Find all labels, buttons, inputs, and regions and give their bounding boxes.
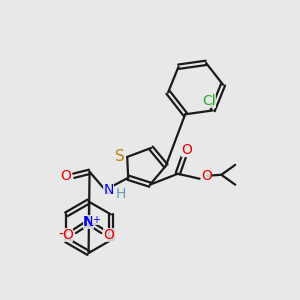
Text: +: + [92, 215, 101, 225]
Text: H: H [116, 187, 127, 201]
Text: O: O [201, 169, 212, 183]
Text: O: O [181, 143, 192, 157]
Text: O: O [103, 228, 114, 242]
Text: S: S [116, 149, 125, 164]
Text: O: O [60, 169, 71, 183]
Text: O: O [62, 228, 73, 242]
Text: N: N [103, 183, 114, 196]
Text: N: N [83, 215, 94, 229]
Text: Cl: Cl [202, 94, 215, 107]
Text: -: - [58, 228, 63, 242]
